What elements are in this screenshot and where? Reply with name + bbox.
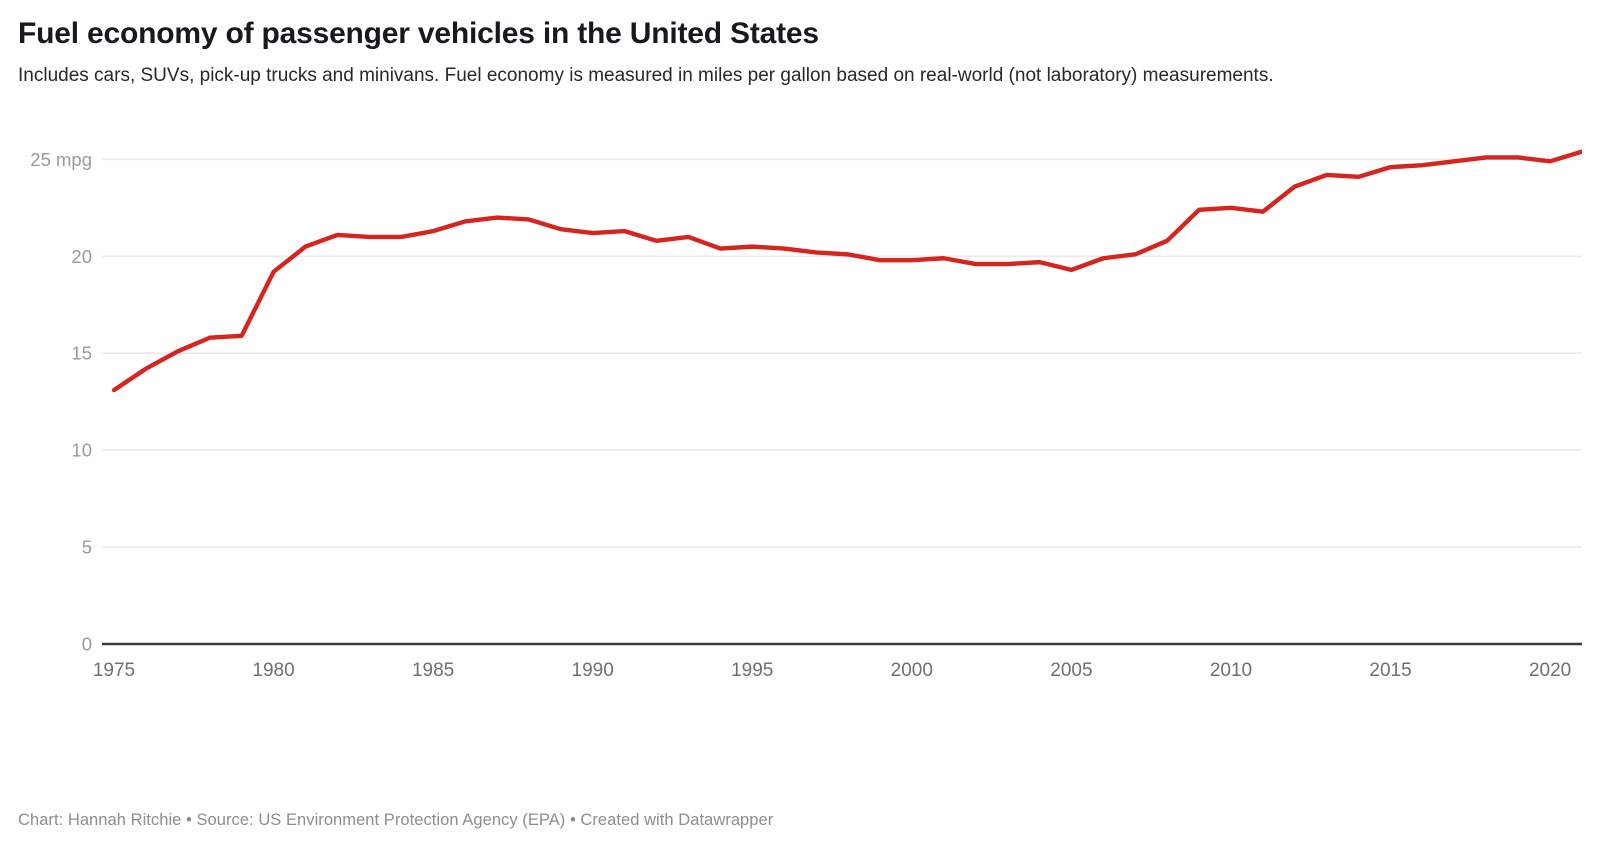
y-axis-tick-label: 0 bbox=[82, 634, 92, 655]
y-axis-tick-label: 10 bbox=[71, 440, 92, 461]
chart-header: Fuel economy of passenger vehicles in th… bbox=[18, 0, 1582, 89]
y-axis-tick-label: 20 bbox=[71, 246, 92, 267]
y-axis-tick-label: 25 mpg bbox=[30, 149, 92, 170]
chart-title: Fuel economy of passenger vehicles in th… bbox=[18, 17, 819, 50]
series-line bbox=[111, 149, 1582, 393]
x-axis-tick-label: 1995 bbox=[731, 660, 773, 681]
data-series bbox=[111, 149, 1582, 393]
x-axis-tick-label: 2010 bbox=[1210, 660, 1252, 681]
x-axis-tick-label: 1975 bbox=[93, 660, 135, 681]
y-axis-labels: 0 5 10 15 20 25 mpg bbox=[30, 149, 92, 655]
gridlines bbox=[102, 158, 1582, 646]
x-axis-labels: 1975 1980 1985 1990 1995 2000 2005 2010 2015 2020 bbox=[93, 660, 1571, 681]
x-axis-tick-label: 1990 bbox=[572, 660, 614, 681]
x-axis-tick-label: 1980 bbox=[252, 660, 294, 681]
plot-area: 0 5 10 15 20 25 mpg 1975 1980 1985 1990 1995 2000 2… bbox=[18, 120, 1582, 720]
x-axis-tick-label: 1985 bbox=[412, 660, 454, 681]
x-axis-tick-label: 2000 bbox=[891, 660, 933, 681]
x-axis-tick-label: 2015 bbox=[1369, 660, 1411, 681]
chart-footer-credit: Chart: Hannah Ritchie • Source: US Envir… bbox=[18, 811, 774, 829]
x-axis-tick-label: 2005 bbox=[1050, 660, 1092, 681]
y-axis-tick-label: 15 bbox=[71, 343, 92, 364]
x-axis-tick-label: 2020 bbox=[1529, 660, 1571, 681]
y-axis-tick-label: 5 bbox=[82, 537, 92, 558]
line-chart-svg: 0 5 10 15 20 25 mpg 1975 1980 1985 1990 1995 2000 2… bbox=[30, 149, 1582, 681]
chart-subtitle: Includes cars, SUVs, pick-up trucks and … bbox=[18, 65, 1274, 86]
